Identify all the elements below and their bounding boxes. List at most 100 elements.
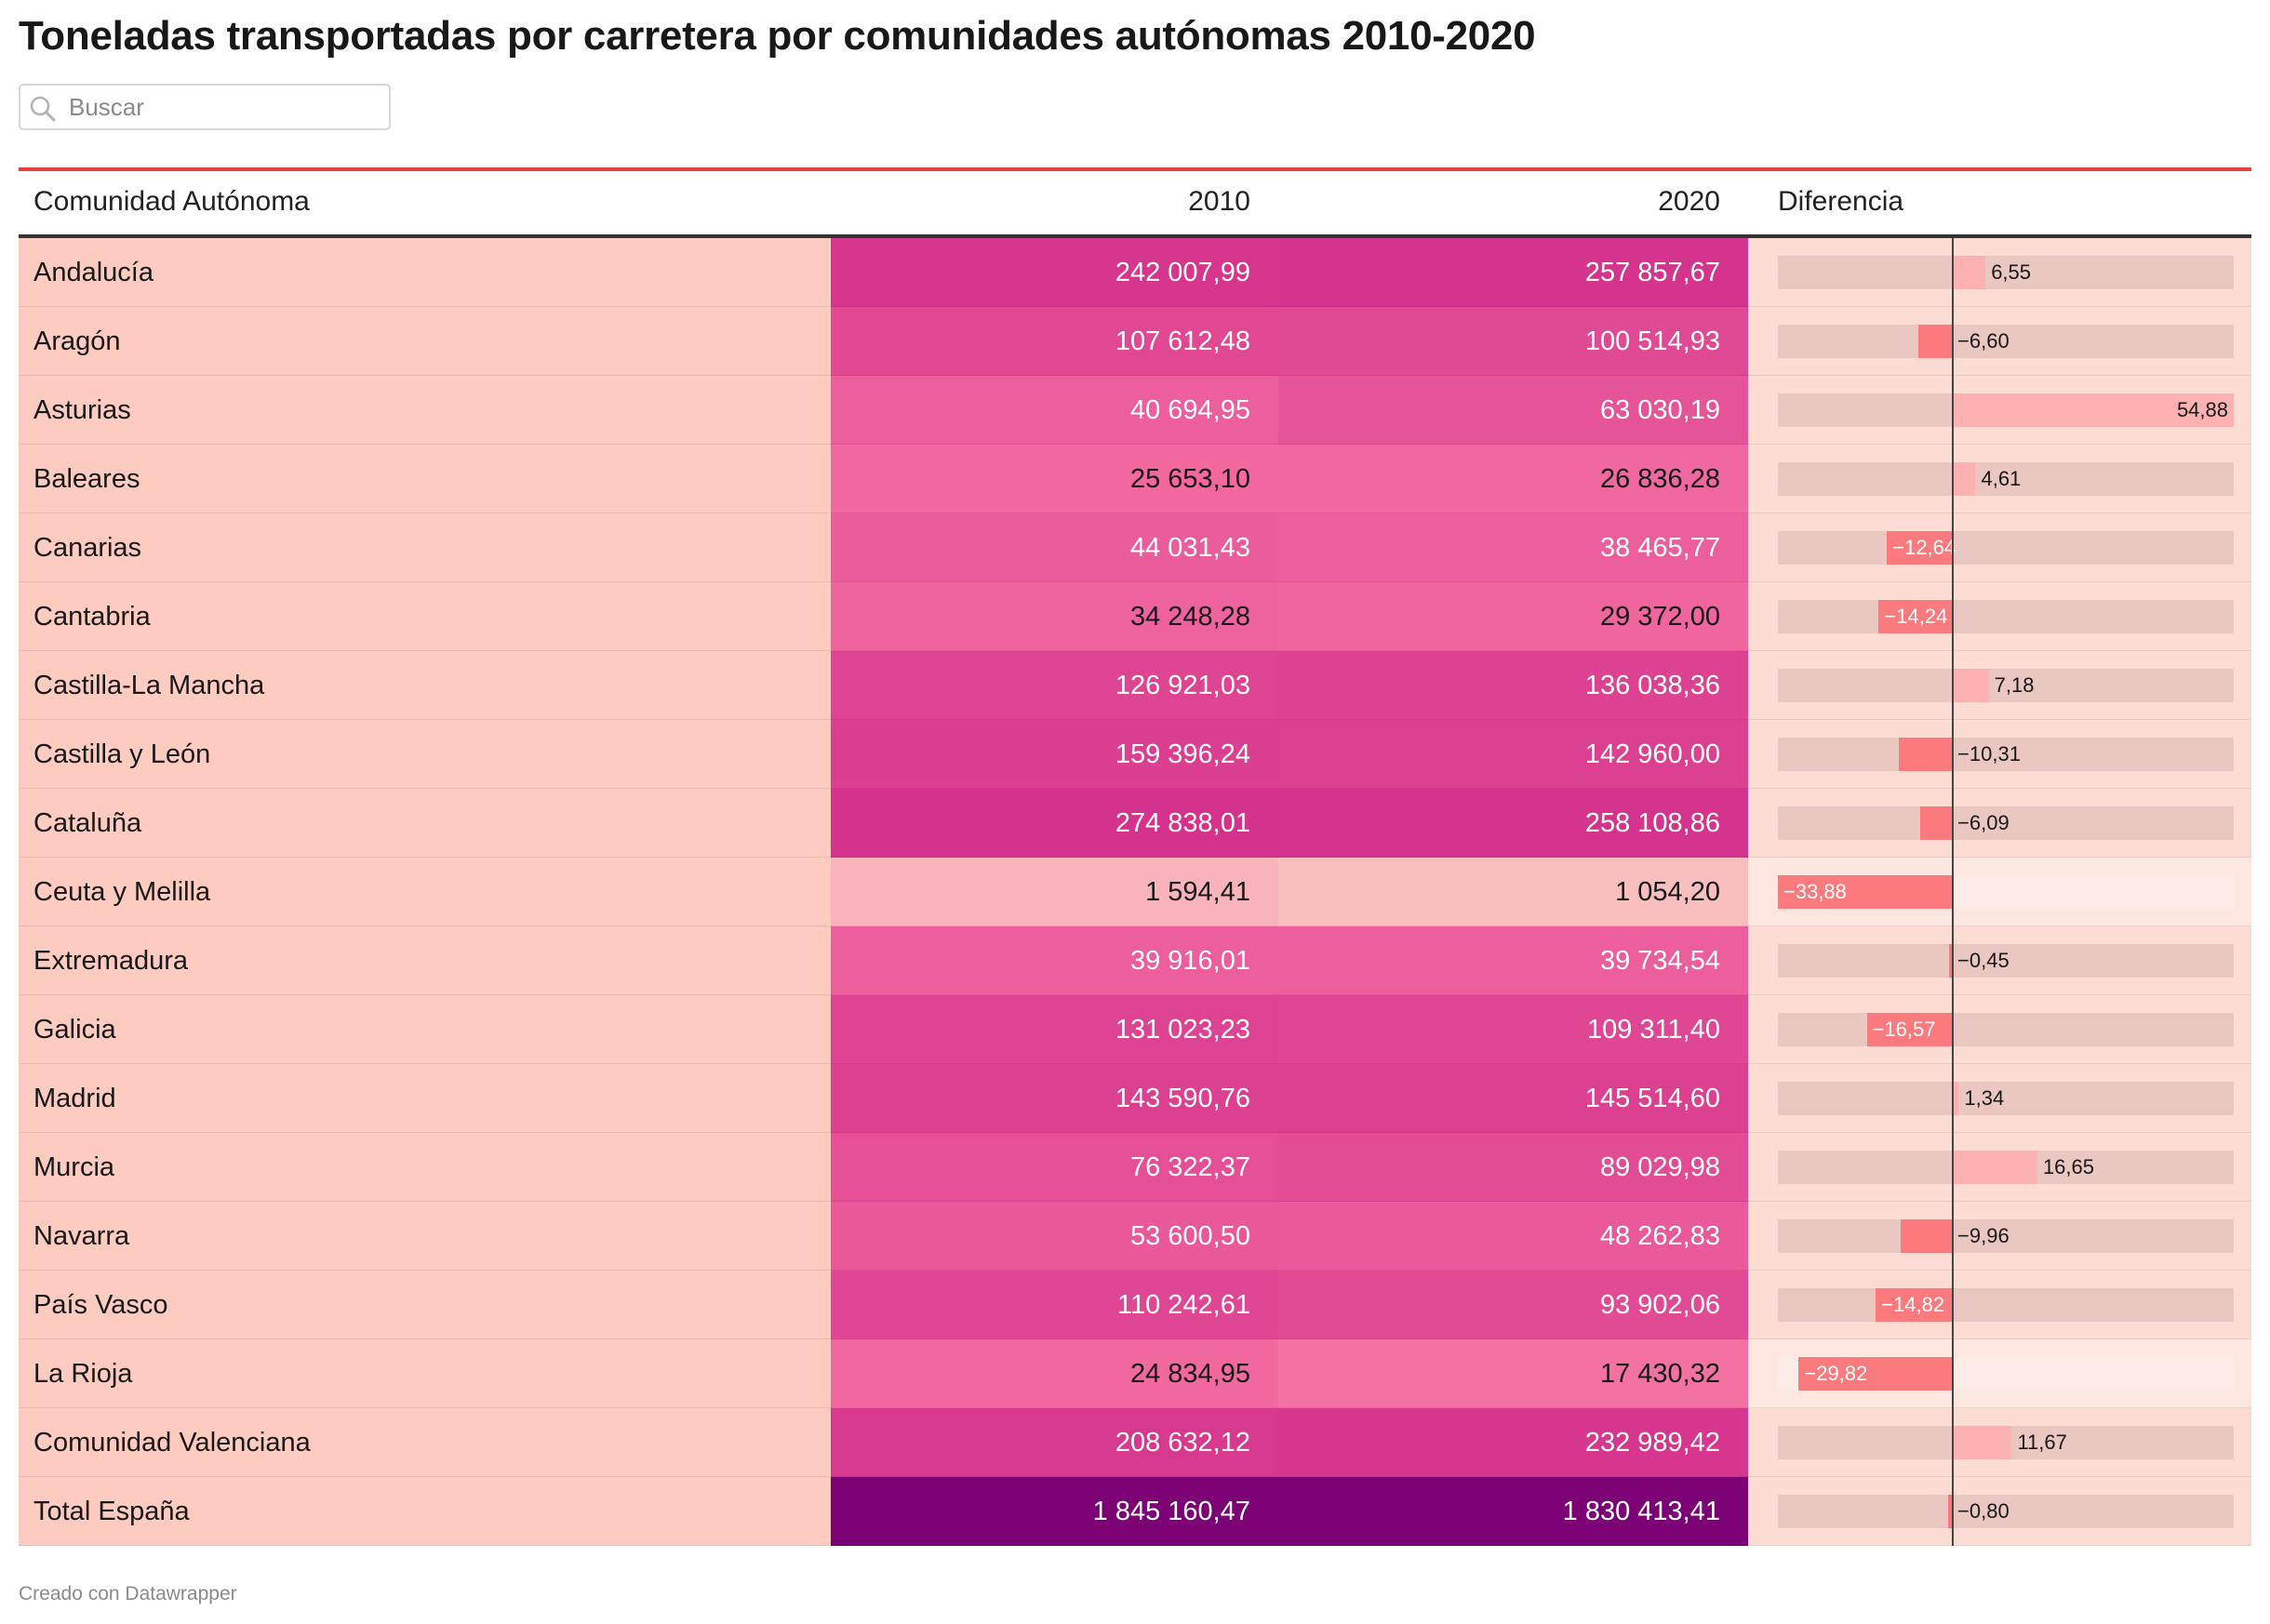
cell-comunidad: Comunidad Valenciana	[19, 1408, 831, 1477]
cell-2010: 143 590,76	[831, 1064, 1278, 1133]
cell-2020: 38 465,77	[1278, 513, 1748, 582]
cell-comunidad: Canarias	[19, 513, 831, 582]
diff-bar	[1917, 325, 1953, 358]
diff-label: 54,88	[2176, 398, 2228, 421]
diff-label: −6,60	[1957, 329, 2010, 353]
cell-2010: 107 612,48	[831, 307, 1278, 376]
diff-label: 1,34	[1964, 1086, 2005, 1110]
column-header-name[interactable]: Comunidad Autónoma	[33, 186, 310, 217]
diff-label: −6,09	[1957, 811, 2010, 834]
diff-bar-track	[1778, 1288, 2234, 1322]
cell-2020: 142 960,00	[1278, 720, 1748, 789]
diff-bar	[1952, 669, 1989, 702]
cell-2020: 26 836,28	[1278, 445, 1748, 513]
diff-bar-track	[1778, 944, 2234, 978]
table-row: Canarias 44 031,43 38 465,77 −12,64	[19, 513, 2251, 582]
diff-bar-track	[1778, 462, 2234, 496]
table-row: Baleares 25 653,10 26 836,28 4,61	[19, 445, 2251, 513]
diff-bar-track	[1778, 1013, 2234, 1046]
cell-comunidad: La Rioja	[19, 1339, 831, 1408]
cell-2020: 136 038,36	[1278, 651, 1748, 720]
cell-comunidad: Castilla-La Mancha	[19, 651, 831, 720]
diff-bar	[1952, 393, 2234, 427]
cell-comunidad: Navarra	[19, 1202, 831, 1271]
cell-diferencia: 4,61	[1748, 445, 2251, 513]
diff-label: −14,24	[1884, 605, 1948, 628]
cell-2020: 1 054,20	[1278, 858, 1748, 926]
diff-bar	[1876, 1288, 1953, 1322]
diff-bar-track	[1778, 669, 2234, 702]
cell-diferencia: −33,88	[1748, 858, 2251, 926]
cell-diferencia: −0,45	[1748, 926, 2251, 995]
cell-2020: 109 311,40	[1278, 995, 1748, 1064]
cell-diferencia: −16,57	[1748, 995, 2251, 1064]
table-row: Navarra 53 600,50 48 262,83 −9,96	[19, 1202, 2251, 1271]
cell-2010: 1 594,41	[831, 858, 1278, 926]
cell-comunidad: Baleares	[19, 445, 831, 513]
cell-2020: 48 262,83	[1278, 1202, 1748, 1271]
table-row: Castilla-La Mancha 126 921,03 136 038,36 7,…	[19, 651, 2251, 720]
cell-diferencia: 54,88	[1748, 376, 2251, 445]
cell-diferencia: −12,64	[1748, 513, 2251, 582]
table-row: Comunidad Valenciana 208 632,12 232 989,42…	[19, 1408, 2251, 1477]
column-header-2010[interactable]: 2010	[1188, 186, 1250, 217]
cell-2020: 29 372,00	[1278, 582, 1748, 651]
cell-2010: 242 007,99	[831, 238, 1278, 307]
diff-bar	[1952, 1426, 2012, 1459]
cell-comunidad: Murcia	[19, 1133, 831, 1202]
diff-label: 7,18	[1994, 673, 2035, 697]
diff-bar	[1952, 462, 1976, 496]
diff-label: 11,67	[2017, 1431, 2067, 1454]
table-body: Andalucía 242 007,99 257 857,67 6,55 Aragón 1…	[19, 238, 2251, 1546]
diff-label: −14,82	[1881, 1293, 1945, 1316]
table-row: Murcia 76 322,37 89 029,98 16,65	[19, 1133, 2251, 1202]
cell-comunidad: Andalucía	[19, 238, 831, 307]
cell-2020: 93 902,06	[1278, 1271, 1748, 1339]
cell-diferencia: 11,67	[1748, 1408, 2251, 1477]
table-row: Castilla y León 159 396,24 142 960,00 −10,3…	[19, 720, 2251, 789]
diff-label: −9,96	[1957, 1224, 2010, 1247]
cell-comunidad: Madrid	[19, 1064, 831, 1133]
column-header-2020[interactable]: 2020	[1658, 186, 1720, 217]
cell-diferencia: −9,96	[1748, 1202, 2251, 1271]
diff-bar	[1949, 944, 1953, 978]
diff-bar	[1887, 531, 1953, 565]
table-row: Extremadura 39 916,01 39 734,54 −0,45	[19, 926, 2251, 995]
diff-bar	[1899, 738, 1953, 771]
cell-comunidad: Cantabria	[19, 582, 831, 651]
cell-comunidad: Galicia	[19, 995, 831, 1064]
diff-label: −16,57	[1872, 1018, 1936, 1041]
diff-label: −29,82	[1804, 1362, 1868, 1385]
cell-comunidad: País Vasco	[19, 1271, 831, 1339]
diff-bar	[1920, 806, 1953, 840]
cell-2010: 53 600,50	[831, 1202, 1278, 1271]
table-row: Madrid 143 590,76 145 514,60 1,34	[19, 1064, 2251, 1133]
cell-2010: 110 242,61	[831, 1271, 1278, 1339]
cell-comunidad: Asturias	[19, 376, 831, 445]
diff-zero-axis	[1952, 238, 1954, 1546]
cell-2020: 257 857,67	[1278, 238, 1748, 307]
cell-diferencia: 1,34	[1748, 1064, 2251, 1133]
search-input[interactable]	[69, 91, 376, 123]
cell-2010: 274 838,01	[831, 789, 1278, 858]
cell-2010: 25 653,10	[831, 445, 1278, 513]
cell-diferencia: −14,24	[1748, 582, 2251, 651]
table-row: Andalucía 242 007,99 257 857,67 6,55	[19, 238, 2251, 307]
cell-2010: 44 031,43	[831, 513, 1278, 582]
diff-label: −12,64	[1892, 536, 1956, 559]
cell-2010: 76 322,37	[831, 1133, 1278, 1202]
cell-comunidad: Cataluña	[19, 789, 831, 858]
diff-label: −33,88	[1783, 880, 1847, 903]
column-header-diferencia[interactable]: Diferencia	[1778, 186, 1904, 217]
cell-2020: 89 029,98	[1278, 1133, 1748, 1202]
diff-bar	[1952, 256, 1986, 289]
table-row: Ceuta y Melilla 1 594,41 1 054,20 −33,88	[19, 858, 2251, 926]
table-row: Cataluña 274 838,01 258 108,86 −6,09	[19, 789, 2251, 858]
diff-bar	[1952, 1082, 1959, 1115]
cell-2010: 40 694,95	[831, 376, 1278, 445]
cell-diferencia: −14,82	[1748, 1271, 2251, 1339]
search-box[interactable]	[19, 84, 391, 130]
table-row: Aragón 107 612,48 100 514,93 −6,60	[19, 307, 2251, 376]
cell-2020: 63 030,19	[1278, 376, 1748, 445]
cell-2010: 1 845 160,47	[831, 1477, 1278, 1546]
